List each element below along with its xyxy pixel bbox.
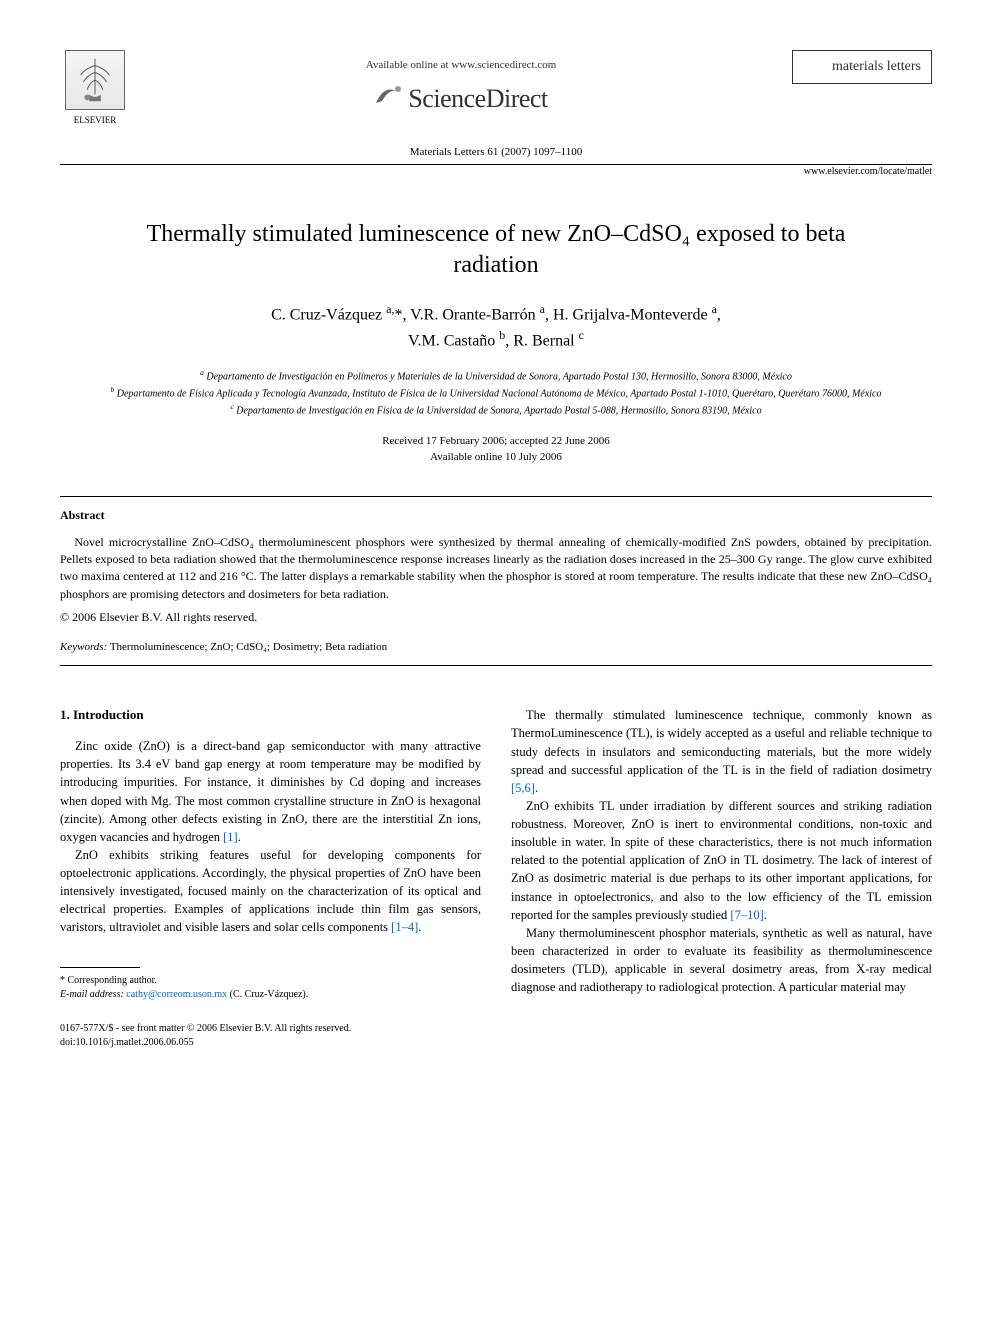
corresponding-email-line: E-mail address: cathy@correom.uson.mx (C… [60,988,481,1002]
intro-para-2: ZnO exhibits striking features useful fo… [60,846,481,937]
article-title: Thermally stimulated luminescence of new… [120,219,872,281]
abstract-heading: Abstract [60,507,932,524]
issn-line: 0167-577X/$ - see front matter © 2006 El… [60,1022,481,1036]
footer-metadata: 0167-577X/$ - see front matter © 2006 El… [60,1022,481,1050]
elsevier-tree-icon [65,50,125,110]
article-dates: Received 17 February 2006; accepted 22 J… [60,433,932,466]
elsevier-name: ELSEVIER [60,114,130,127]
intro-para-5: Many thermoluminescent phosphor material… [511,924,932,997]
corresponding-author-footnote: * Corresponding author. E-mail address: … [60,974,481,1002]
page-header: ELSEVIER Available online at www.science… [60,50,932,127]
sciencedirect-swoosh-icon [374,83,404,119]
email-link[interactable]: cathy@correom.uson.mx [126,989,227,1000]
abstract-text: Novel microcrystalline ZnO–CdSO₄ thermol… [60,534,932,604]
affiliation-b: b Departamento de Física Aplicada y Tecn… [90,384,902,401]
sciencedirect-logo: ScienceDirect [130,81,792,119]
corresponding-label: * Corresponding author. [60,974,481,988]
right-column: The thermally stimulated luminescence te… [511,706,932,1049]
received-accepted-date: Received 17 February 2006; accepted 22 J… [60,433,932,450]
intro-para-1: Zinc oxide (ZnO) is a direct-band gap se… [60,737,481,846]
keywords: Keywords: Thermoluminescence; ZnO; CdSO₄… [60,640,932,655]
center-header: Available online at www.sciencedirect.co… [130,50,792,120]
abstract-copyright: © 2006 Elsevier B.V. All rights reserved… [60,609,932,626]
section-1-heading: 1. Introduction [60,706,481,725]
doi-line: doi:10.1016/j.matlet.2006.06.055 [60,1036,481,1050]
available-online-text: Available online at www.sciencedirect.co… [130,58,792,73]
ref-link-1[interactable]: [1] [223,830,238,844]
affiliation-a: a Departamento de Investigación en Polím… [90,367,902,384]
affiliations: a Departamento de Investigación en Polím… [90,367,902,419]
footnote-separator [60,967,140,968]
ref-link-5-6[interactable]: [5,6] [511,781,535,795]
abstract-top-divider [60,496,932,497]
body-two-columns: 1. Introduction Zinc oxide (ZnO) is a di… [60,706,932,1049]
keywords-label: Keywords: [60,641,107,653]
citation-line: Materials Letters 61 (2007) 1097–1100 [60,145,932,160]
left-column: 1. Introduction Zinc oxide (ZnO) is a di… [60,706,481,1049]
keywords-text: Thermoluminescence; ZnO; CdSO₄; Dosimetr… [110,641,387,653]
email-author-name: (C. Cruz-Vázquez). [230,989,309,1000]
intro-para-3: The thermally stimulated luminescence te… [511,706,932,797]
ref-link-1-4[interactable]: [1–4] [391,920,418,934]
abstract-bottom-divider [60,665,932,666]
email-label: E-mail address: [60,989,124,1000]
journal-logo-box: materials letters [792,50,932,84]
online-date: Available online 10 July 2006 [60,449,932,466]
ref-link-7-10[interactable]: [7–10] [730,908,763,922]
intro-para-4: ZnO exhibits TL under irradiation by dif… [511,797,932,924]
authors-list: C. Cruz-Vázquez a,*, V.R. Orante-Barrón … [60,301,932,352]
journal-url[interactable]: www.elsevier.com/locate/matlet [60,165,932,179]
elsevier-logo: ELSEVIER [60,50,130,127]
affiliation-c: c Departamento de Investigación en Físic… [90,401,902,418]
